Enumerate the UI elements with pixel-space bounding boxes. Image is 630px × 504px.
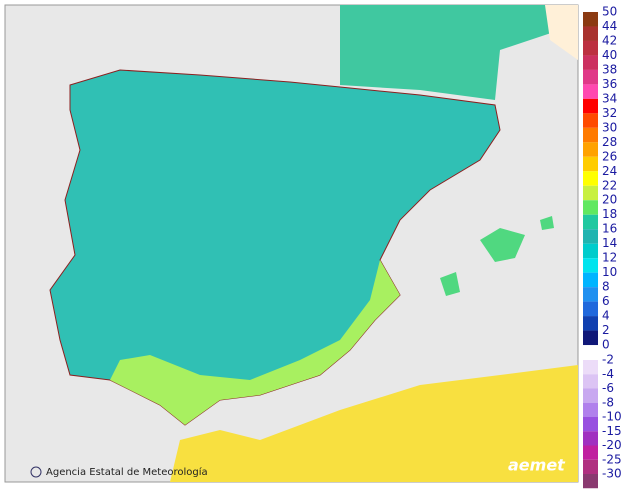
- logo: aemet: [508, 456, 566, 475]
- legend-label: -6: [602, 381, 614, 395]
- legend-label: 50: [602, 5, 617, 19]
- africa: [170, 365, 578, 482]
- legend-label: -10: [602, 410, 622, 424]
- legend-swatch: [583, 171, 598, 186]
- legend-label: 22: [602, 178, 617, 192]
- legend-label: 18: [602, 207, 617, 221]
- legend-swatch: [583, 142, 598, 157]
- legend-swatch: [583, 40, 598, 56]
- legend-label: 36: [602, 77, 617, 91]
- legend-label: 26: [602, 149, 617, 163]
- legend-swatch: [583, 388, 598, 403]
- legend-swatch: [583, 272, 598, 288]
- legend-label: -25: [602, 452, 622, 466]
- legend-swatch: [583, 374, 598, 389]
- ibiza: [440, 272, 460, 296]
- legend-label: 42: [602, 33, 617, 47]
- legend-label: 0: [602, 338, 610, 352]
- alps: [545, 5, 578, 60]
- legend-swatch: [583, 214, 598, 230]
- credit: Agencia Estatal de Meteorología: [46, 466, 208, 478]
- legend-label: 6: [602, 294, 610, 308]
- legend-label: -8: [602, 395, 614, 409]
- legend-swatch: [583, 431, 598, 446]
- legend-label: 12: [602, 251, 617, 265]
- legend-label: -30: [602, 467, 622, 481]
- legend-swatch: [583, 402, 598, 417]
- menorca: [540, 216, 554, 230]
- legend-swatch: [583, 445, 598, 460]
- legend-label: 30: [602, 120, 617, 134]
- legend-swatch: [583, 243, 598, 259]
- mallorca: [480, 228, 525, 262]
- legend-label: 16: [602, 222, 617, 236]
- legend-label: -20: [602, 438, 622, 452]
- south-coast: [110, 260, 400, 425]
- legend-swatch: [583, 287, 598, 302]
- legend-swatch: [583, 98, 598, 114]
- legend-swatch: [583, 12, 598, 27]
- legend-label: 32: [602, 106, 617, 120]
- legend-label: 14: [602, 236, 617, 250]
- legend-label: 10: [602, 265, 617, 279]
- legend-label: 44: [602, 19, 617, 33]
- legend-swatch: [583, 301, 598, 317]
- legend-swatch: [583, 26, 598, 41]
- legend-swatch: [583, 84, 598, 99]
- legend-swatch: [583, 156, 598, 172]
- legend-label: 40: [602, 48, 617, 62]
- legend-label: 28: [602, 135, 617, 149]
- france: [340, 5, 560, 100]
- legend-label: 4: [602, 309, 610, 323]
- legend-label: 20: [602, 193, 617, 207]
- legend-swatch: [583, 200, 598, 215]
- legend-swatch: [583, 417, 598, 432]
- legend-swatch: [583, 113, 598, 128]
- legend-swatch: [583, 459, 598, 474]
- legend-swatch: [583, 55, 598, 70]
- legend-label: -15: [602, 424, 622, 438]
- legend-label: 2: [602, 323, 610, 337]
- legend-swatch: [583, 360, 598, 375]
- legend-swatch: [583, 330, 598, 346]
- legend-label: 38: [602, 62, 617, 76]
- legend-label: 34: [602, 91, 617, 105]
- legend-swatch: [583, 316, 598, 331]
- legend-label: -4: [602, 367, 614, 381]
- copyright-icon: [30, 466, 42, 478]
- legend-label: -2: [602, 353, 614, 367]
- legend-swatch: [583, 127, 598, 143]
- legend-swatch: [583, 229, 598, 244]
- legend-label: 24: [602, 164, 617, 178]
- legend-swatch: [583, 258, 598, 273]
- legend-label: 8: [602, 280, 610, 294]
- legend-swatch: [583, 185, 598, 201]
- legend-swatch: [583, 474, 598, 489]
- legend-swatch: [583, 69, 598, 85]
- legend: 5044424038363432302826242220181614121086…: [583, 5, 622, 489]
